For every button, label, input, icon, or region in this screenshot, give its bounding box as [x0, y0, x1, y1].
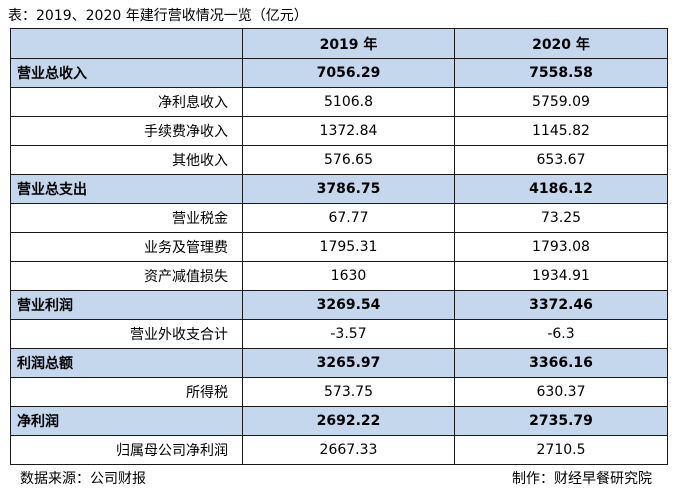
- value-2019: 573.75: [242, 377, 455, 407]
- table-row-total-expense: 营业总支出 3786.75 4186.12: [10, 174, 668, 204]
- table-row-net-profit: 净利润 2692.22 2735.79: [10, 406, 668, 436]
- value-2020: 3366.16: [454, 348, 668, 378]
- header-2020: 2020 年: [454, 28, 668, 59]
- value-2019: 5106.8: [242, 87, 455, 117]
- row-label: 所得税: [10, 377, 243, 407]
- table-row-admin-expense: 业务及管理费 1795.31 1793.08: [10, 232, 668, 262]
- value-2020: 7558.58: [454, 58, 668, 88]
- row-label: 营业总收入: [10, 58, 243, 88]
- table-row-income-tax: 所得税 573.75 630.37: [10, 377, 668, 407]
- table-row-net-interest-income: 净利息收入 5106.8 5759.09: [10, 87, 668, 117]
- value-2020: 73.25: [454, 203, 668, 233]
- value-2020: 653.67: [454, 145, 668, 175]
- header-2019: 2019 年: [242, 28, 455, 59]
- row-label: 归属母公司净利润: [10, 435, 243, 465]
- row-label: 营业税金: [10, 203, 243, 233]
- header-corner-cell: [10, 28, 243, 59]
- row-label: 净利润: [10, 406, 243, 436]
- value-2020: 2710.5: [454, 435, 668, 465]
- value-2020: 3372.46: [454, 290, 668, 320]
- value-2019: 2692.22: [242, 406, 455, 436]
- table-row-non-operating-net: 营业外收支合计 -3.57 -6.3: [10, 319, 668, 349]
- row-label: 资产减值损失: [10, 261, 243, 291]
- value-2020: 630.37: [454, 377, 668, 407]
- table-row-impairment-loss: 资产减值损失 1630 1934.91: [10, 261, 668, 291]
- value-2019: 67.77: [242, 203, 455, 233]
- value-2019: 3265.97: [242, 348, 455, 378]
- value-2019: 1372.84: [242, 116, 455, 146]
- table-row-parent-net-profit: 归属母公司净利润 2667.33 2710.5: [10, 435, 668, 465]
- table-row-net-fee-income: 手续费净收入 1372.84 1145.82: [10, 116, 668, 146]
- table-row-business-tax: 营业税金 67.77 73.25: [10, 203, 668, 233]
- table-row-operating-profit: 营业利润 3269.54 3372.46: [10, 290, 668, 320]
- table-row-total-revenue: 营业总收入 7056.29 7558.58: [10, 58, 668, 88]
- value-2020: 4186.12: [454, 174, 668, 204]
- row-label: 其他收入: [10, 145, 243, 175]
- producer-credit: 制作：财经早餐研究院: [512, 471, 652, 487]
- table-caption: 表：2019、2020 年建行营收情况一览（亿元）: [8, 8, 308, 24]
- value-2019: 1630: [242, 261, 455, 291]
- value-2019: 3269.54: [242, 290, 455, 320]
- table-row-other-income: 其他收入 576.65 653.67: [10, 145, 668, 175]
- table-header-row: 2019 年 2020 年: [10, 28, 668, 59]
- value-2019: 7056.29: [242, 58, 455, 88]
- row-label: 利润总额: [10, 348, 243, 378]
- value-2020: 1145.82: [454, 116, 668, 146]
- financial-table: 2019 年 2020 年 营业总收入 7056.29 7558.58 净利息收…: [10, 28, 668, 465]
- row-label: 营业总支出: [10, 174, 243, 204]
- value-2020: -6.3: [454, 319, 668, 349]
- value-2020: 1793.08: [454, 232, 668, 262]
- value-2020: 1934.91: [454, 261, 668, 291]
- row-label: 营业外收支合计: [10, 319, 243, 349]
- value-2019: 1795.31: [242, 232, 455, 262]
- row-label: 业务及管理费: [10, 232, 243, 262]
- row-label: 营业利润: [10, 290, 243, 320]
- table-row-total-profit: 利润总额 3265.97 3366.16: [10, 348, 668, 378]
- value-2019: 2667.33: [242, 435, 455, 465]
- row-label: 净利息收入: [10, 87, 243, 117]
- data-source-note: 数据来源：公司财报: [20, 471, 146, 487]
- row-label: 手续费净收入: [10, 116, 243, 146]
- value-2020: 2735.79: [454, 406, 668, 436]
- value-2019: -3.57: [242, 319, 455, 349]
- value-2019: 576.65: [242, 145, 455, 175]
- value-2020: 5759.09: [454, 87, 668, 117]
- value-2019: 3786.75: [242, 174, 455, 204]
